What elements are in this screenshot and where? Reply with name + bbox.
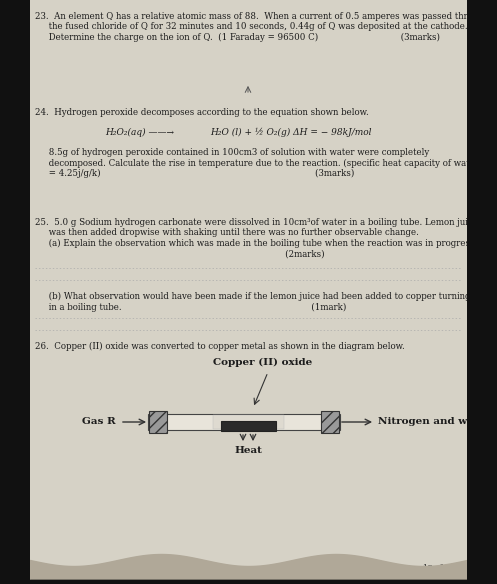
Bar xyxy=(149,411,167,433)
Text: 23.  An element Q has a relative atomic mass of 88.  When a current of 0.5 amper: 23. An element Q has a relative atomic m… xyxy=(35,12,489,42)
Bar xyxy=(30,0,467,584)
Bar xyxy=(467,0,497,584)
Text: Nitrogen and water: Nitrogen and water xyxy=(378,418,491,426)
Text: 24.  Hydrogen peroxide decomposes according to the equation shown below.: 24. Hydrogen peroxide decomposes accordi… xyxy=(35,108,369,117)
Text: H₂O₂(aq) ——→: H₂O₂(aq) ——→ xyxy=(105,128,174,137)
Text: Page 12 of 13: Page 12 of 13 xyxy=(403,564,455,572)
Text: Gas R: Gas R xyxy=(82,418,116,426)
Text: 25.  5.0 g Sodium hydrogen carbonate were dissolved in 10cm³of water in a boilin: 25. 5.0 g Sodium hydrogen carbonate were… xyxy=(35,218,478,258)
Bar xyxy=(148,414,340,430)
Text: Heat: Heat xyxy=(234,446,262,455)
Bar xyxy=(221,421,276,431)
Text: 26.  Copper (II) oxide was converted to copper metal as shown in the diagram bel: 26. Copper (II) oxide was converted to c… xyxy=(35,342,405,351)
Text: H₂O (l) + ½ O₂(g) ΔH = − 98kJ/mol: H₂O (l) + ½ O₂(g) ΔH = − 98kJ/mol xyxy=(210,128,371,137)
Text: Copper (II) oxide: Copper (II) oxide xyxy=(213,358,313,367)
Text: 8.5g of hydrogen peroxide contained in 100cm3 of solution with water were comple: 8.5g of hydrogen peroxide contained in 1… xyxy=(35,148,479,178)
Text: (b) What observation would have been made if the lemon juice had been added to c: (b) What observation would have been mad… xyxy=(35,292,475,312)
Bar xyxy=(0,0,30,584)
Bar xyxy=(213,415,284,429)
Bar xyxy=(321,411,339,433)
